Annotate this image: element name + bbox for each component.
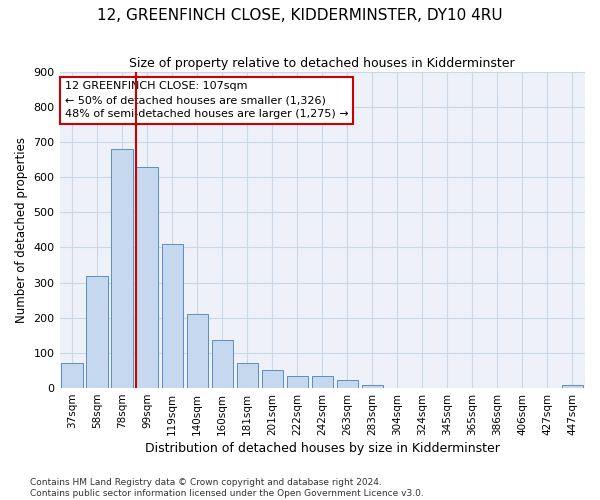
Bar (136, 166, 158, 388)
Title: Size of property relative to detached houses in Kidderminster: Size of property relative to detached ho… (130, 58, 515, 70)
Bar (562, 386, 583, 388)
Bar (86, 276, 108, 388)
Text: 12 GREENFINCH CLOSE: 107sqm
← 50% of detached houses are smaller (1,326)
48% of : 12 GREENFINCH CLOSE: 107sqm ← 50% of det… (65, 81, 349, 119)
Bar (61, 364, 83, 388)
Bar (187, 314, 208, 388)
Bar (212, 340, 233, 388)
X-axis label: Distribution of detached houses by size in Kidderminster: Distribution of detached houses by size … (145, 442, 500, 455)
Y-axis label: Number of detached properties: Number of detached properties (15, 137, 28, 323)
Text: Contains HM Land Registry data © Crown copyright and database right 2024.
Contai: Contains HM Land Registry data © Crown c… (30, 478, 424, 498)
Bar (311, 376, 333, 388)
Bar (236, 364, 258, 388)
Bar (337, 380, 358, 388)
Text: 12, GREENFINCH CLOSE, KIDDERMINSTER, DY10 4RU: 12, GREENFINCH CLOSE, KIDDERMINSTER, DY1… (97, 8, 503, 22)
Bar (112, 149, 133, 388)
Bar (287, 376, 308, 388)
Bar (362, 384, 383, 388)
Bar (161, 244, 183, 388)
Bar (262, 370, 283, 388)
